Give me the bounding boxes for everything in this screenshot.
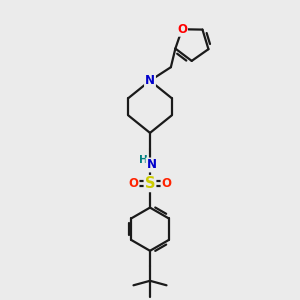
Text: N: N xyxy=(145,74,155,87)
Text: O: O xyxy=(128,177,139,190)
Text: S: S xyxy=(145,176,155,191)
Text: O: O xyxy=(177,23,187,36)
Text: O: O xyxy=(161,177,172,190)
Text: N: N xyxy=(146,158,157,172)
Text: H: H xyxy=(139,154,148,165)
